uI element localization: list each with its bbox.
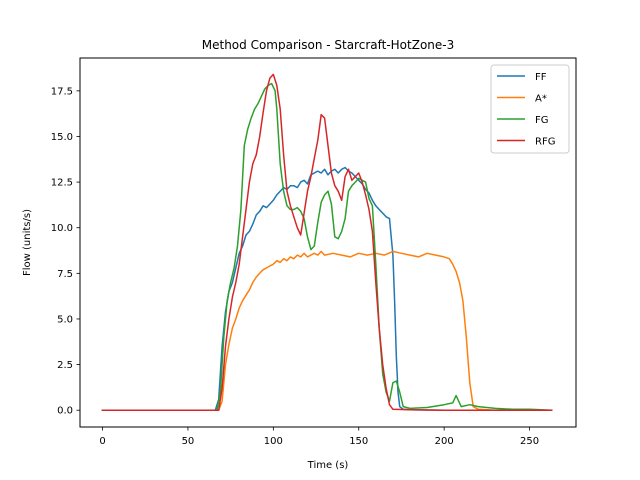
x-tick-label: 200 <box>435 436 454 447</box>
series-line-ff <box>101 166 553 411</box>
series-line-rfg <box>101 73 553 411</box>
legend-label: A* <box>535 94 547 105</box>
y-tick-label: 15.0 <box>51 132 73 143</box>
x-tick-label: 50 <box>182 436 195 447</box>
chart-title: Method Comparison - Starcraft-HotZone-3 <box>202 38 455 52</box>
legend-label: FF <box>535 72 547 83</box>
plot-frame <box>79 57 577 428</box>
legend-label: FG <box>535 115 549 126</box>
y-tick-label: 17.5 <box>51 86 73 97</box>
y-tick-label: 10.0 <box>51 223 73 234</box>
x-axis-label: Time (s) <box>307 460 349 471</box>
y-tick-label: 2.5 <box>57 360 73 371</box>
series-line-astar <box>101 250 553 411</box>
series-line-fg <box>101 82 553 411</box>
y-tick-label: 5.0 <box>57 314 73 325</box>
x-tick-label: 150 <box>349 436 368 447</box>
y-axis: 0.0 2.5 5.0 7.5 10.0 12.5 15.0 17.5 <box>51 86 80 417</box>
legend-box <box>490 64 570 154</box>
x-axis: 0 50 100 150 200 250 <box>99 427 539 447</box>
y-axis-label: Flow (units/s) <box>22 209 33 276</box>
y-tick-label: 7.5 <box>57 269 73 280</box>
x-tick-label: 250 <box>520 436 539 447</box>
legend: FF A* FG RFG <box>490 64 570 154</box>
x-tick-label: 0 <box>99 436 105 447</box>
y-tick-label: 0.0 <box>57 406 73 417</box>
x-tick-label: 100 <box>264 436 283 447</box>
legend-label: RFG <box>535 137 555 148</box>
plot-series <box>101 73 553 411</box>
y-tick-label: 12.5 <box>51 178 73 189</box>
